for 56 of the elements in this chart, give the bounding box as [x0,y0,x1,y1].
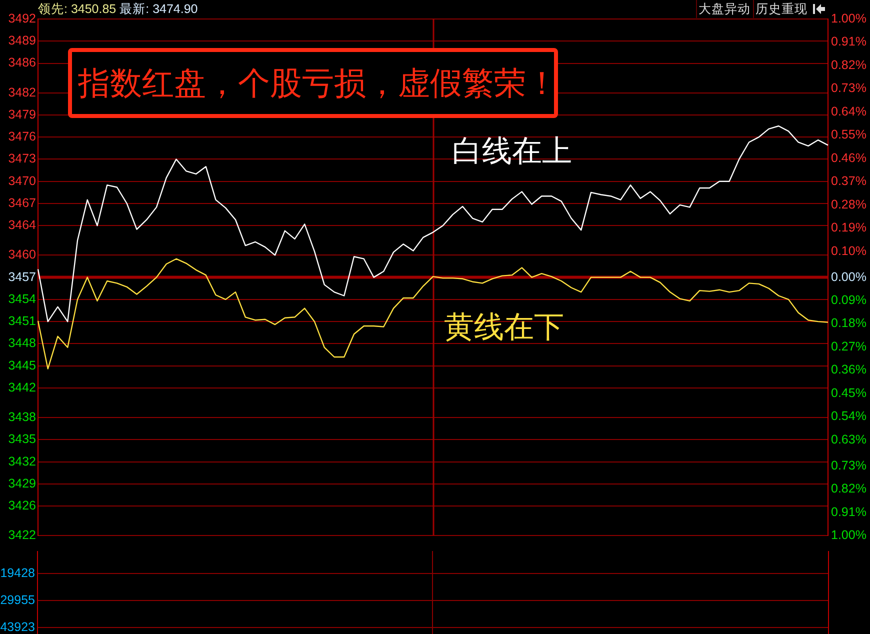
y2-tick-label: 0.37% [831,174,866,188]
y2-tick-label: 0.73% [831,81,866,96]
y-tick-label: 3454 [8,292,36,306]
y2-tick-label: 0.82% [831,482,866,496]
y-tick-label: 3470 [8,174,36,188]
text: 19428 [0,566,35,580]
y-tick-label: 3426 [8,498,36,513]
y2-tick-label: 0.82% [831,58,866,72]
y-tick-label: 3451 [8,314,36,328]
y2-tick-label: 0.54% [831,409,866,424]
y2-tick-label: 0.27% [831,339,866,354]
y2-tick-label: 0.28% [831,197,866,212]
y-tick-label: 3473 [8,152,36,166]
y-tick-label: 3476 [8,130,36,144]
y-tick-label: 3429 [8,476,36,490]
y-tick-label: 3479 [8,107,36,122]
y-tick-label: 3422 [8,528,36,542]
text: 历史重现 [753,0,809,18]
series-label: 黄线在下 [444,310,564,345]
y-tick-label: 3460 [8,248,36,262]
y-tick-label: 3482 [8,85,36,100]
y2-tick-label: 1.00% [831,528,866,542]
y2-tick-label: 0.00% [831,270,866,284]
y2-tick-label: 0.64% [831,104,866,118]
y-tick-label: 3457 [8,270,36,284]
text: 最新: 3474.90 [120,2,198,16]
y2-tick-label: 0.19% [831,220,866,235]
text: 43923 [0,620,35,634]
y2-tick-label: 0.91% [831,504,866,519]
y-tick-label: 3464 [8,218,36,232]
y-tick-label: 3467 [8,196,36,210]
y2-tick-label: 0.91% [831,34,866,49]
y-tick-label: 3432 [8,454,36,468]
y2-tick-label: 0.63% [831,432,866,446]
y2-tick-label: 0.09% [831,293,866,307]
y2-tick-label: 0.45% [831,386,866,400]
text: 大盘异动 [696,0,752,18]
y2-tick-label: 0.10% [831,244,866,258]
y2-tick-label: 0.36% [831,362,866,377]
y-tick-label: 3448 [8,336,36,350]
y2-tick-label: 0.73% [831,458,866,472]
series-label: 白线在上 [452,134,572,170]
text: 指数红盘，个股亏损，虚假繁荣！ [68,48,558,118]
y-tick-label: 3442 [8,380,36,394]
y2-tick-label: 0.18% [831,316,866,330]
y-tick-label: 3445 [8,358,36,372]
y2-tick-label: 0.55% [831,128,866,142]
y2-tick-label: 1.00% [831,11,866,26]
y-tick-label: 3438 [8,410,36,424]
y-tick-label: 3489 [8,34,36,48]
y-tick-label: 3435 [8,432,36,446]
y-tick-label: 3486 [8,56,36,70]
y-tick-label: 3492 [8,11,36,26]
y2-tick-label: 0.46% [831,150,866,165]
text: 领先: 3450.85 [38,2,116,16]
text: 29955 [0,593,35,607]
